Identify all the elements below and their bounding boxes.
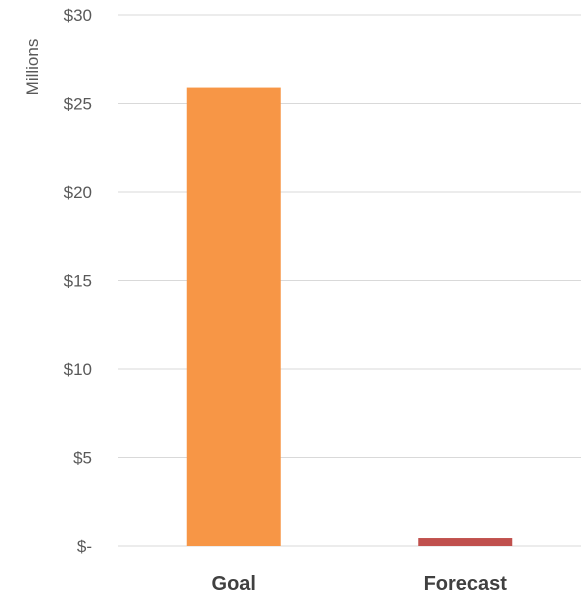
bar-forecast	[418, 538, 513, 546]
y-axis-tick-labels: $- $5 $10 $15 $20 $25 $30	[64, 6, 92, 556]
y-tick-label: $15	[64, 272, 92, 291]
category-label-forecast: Forecast	[424, 573, 508, 595]
bars	[186, 87, 513, 546]
x-axis-category-labels: Goal Forecast	[212, 573, 508, 595]
category-label-goal: Goal	[212, 573, 256, 595]
y-axis-title: Millions	[23, 39, 42, 96]
y-tick-label: $10	[64, 360, 92, 379]
y-tick-label: $5	[73, 449, 92, 468]
y-tick-label: $25	[64, 95, 92, 114]
bar-goal	[186, 87, 281, 546]
y-tick-label: $30	[64, 6, 92, 25]
y-tick-label: $20	[64, 183, 92, 202]
y-tick-label: $-	[77, 537, 92, 556]
